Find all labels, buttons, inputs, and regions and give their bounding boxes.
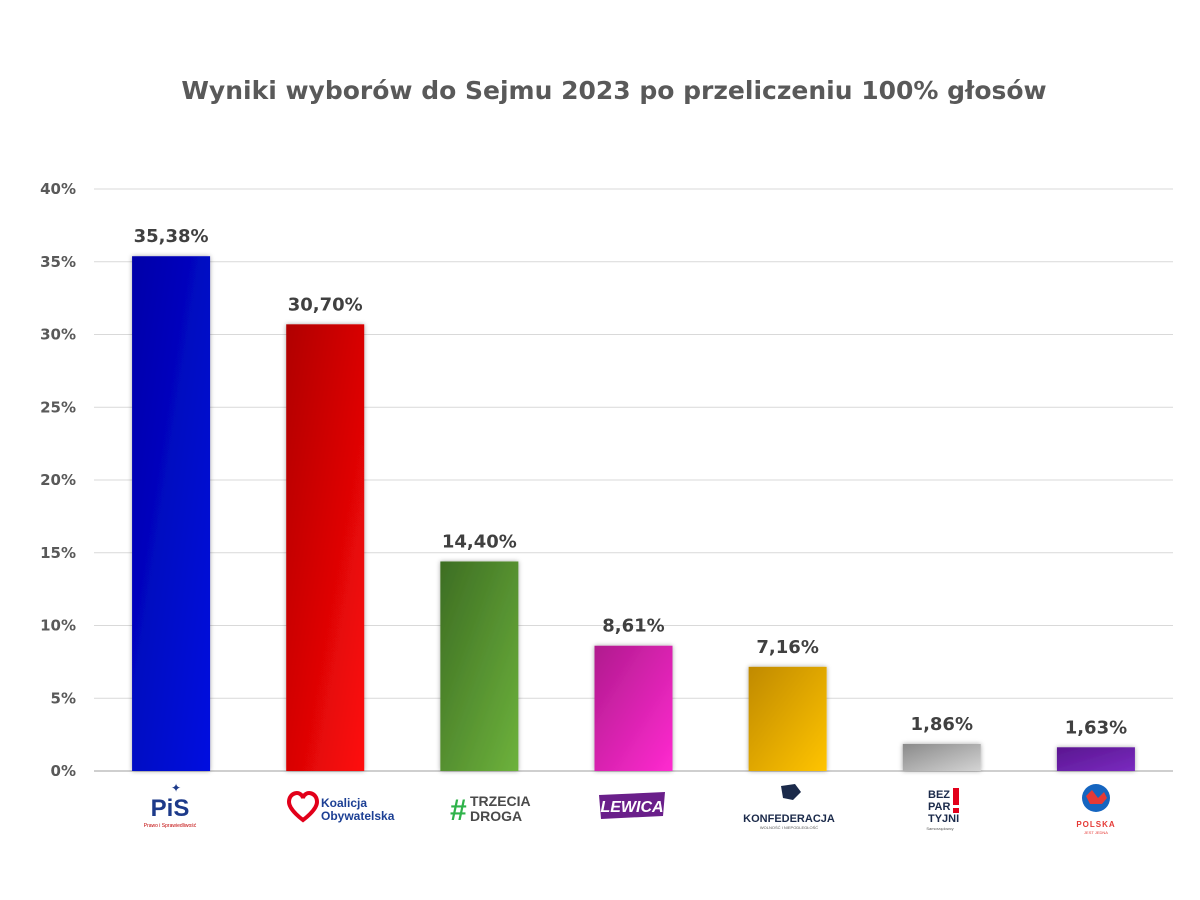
svg-text:Samorządowcy: Samorządowcy bbox=[926, 826, 953, 831]
y-tick-label: 25% bbox=[40, 398, 76, 416]
svg-text:LEWICA: LEWICA bbox=[600, 799, 663, 816]
konfederacja-logo: KONFEDERACJA WOLNOŚĆ I NIEPODLEGŁOŚĆ bbox=[743, 784, 835, 830]
hashtag-icon: # bbox=[450, 794, 467, 827]
svg-text:TRZECIA: TRZECIA bbox=[470, 793, 531, 809]
party-logos: ✦ PiS Prawo i Sprawiedliwość Koalicja Ob… bbox=[144, 781, 1115, 835]
lewica-logo: LEWICA bbox=[599, 792, 665, 819]
bezpartyjni-logo: BEZ PAR TYJNI Samorządowcy bbox=[926, 788, 959, 831]
data-label: 1,86% bbox=[911, 714, 973, 735]
bar bbox=[748, 666, 827, 771]
y-tick-label: 30% bbox=[40, 326, 76, 344]
svg-text:KONFEDERACJA: KONFEDERACJA bbox=[743, 813, 835, 825]
eagle-icon bbox=[781, 784, 801, 800]
y-tick-label: 10% bbox=[40, 617, 76, 635]
bar bbox=[1056, 747, 1135, 771]
koalicja-obywatelska-logo: Koalicja Obywatelska bbox=[286, 791, 395, 823]
svg-text:PiS: PiS bbox=[151, 795, 190, 822]
polska-jest-jedna-logo: POLSKA JEST JEDNA bbox=[1076, 784, 1115, 835]
svg-text:POLSKA: POLSKA bbox=[1076, 820, 1115, 829]
y-tick-label: 0% bbox=[51, 762, 76, 780]
svg-text:Koalicja: Koalicja bbox=[321, 796, 367, 810]
svg-text:TYJNI: TYJNI bbox=[928, 813, 959, 825]
svg-text:Prawo i Sprawiedliwość: Prawo i Sprawiedliwość bbox=[144, 823, 197, 829]
svg-text:BEZ: BEZ bbox=[928, 789, 950, 801]
data-label: 1,63% bbox=[1065, 717, 1127, 738]
exclamation-icon bbox=[953, 788, 959, 805]
data-label: 8,61% bbox=[602, 616, 664, 637]
data-label: 35,38% bbox=[134, 226, 209, 247]
data-labels: 35,38% 30,70% 14,40% 8,61% 7,16% 1,86% 1,63% bbox=[134, 226, 1128, 738]
bar bbox=[594, 645, 673, 771]
y-tick-label: 35% bbox=[40, 253, 76, 271]
y-tick-label: 20% bbox=[40, 471, 76, 489]
svg-text:DROGA: DROGA bbox=[470, 808, 522, 824]
svg-text:JEST JEDNA: JEST JEDNA bbox=[1084, 830, 1108, 835]
pis-logo: ✦ PiS Prawo i Sprawiedliwość bbox=[144, 781, 197, 829]
y-tick-label: 40% bbox=[40, 180, 76, 198]
data-label: 30,70% bbox=[288, 294, 363, 315]
y-tick-label: 15% bbox=[40, 544, 76, 562]
svg-text:Obywatelska: Obywatelska bbox=[321, 809, 395, 823]
data-label: 7,16% bbox=[756, 637, 818, 658]
pis-logo-star-icon: ✦ bbox=[171, 781, 181, 795]
data-label: 14,40% bbox=[442, 531, 517, 552]
y-axis: 0% 5% 10% 15% 20% 25% 30% 35% 40% bbox=[40, 180, 76, 780]
y-tick-label: 5% bbox=[51, 689, 76, 707]
svg-text:PAR: PAR bbox=[928, 801, 950, 813]
bars bbox=[132, 256, 1135, 771]
bar bbox=[132, 256, 211, 771]
chart-title: Wyniki wyborów do Sejmu 2023 po przelicz… bbox=[181, 76, 1047, 105]
bar bbox=[902, 743, 981, 771]
bar bbox=[440, 561, 519, 771]
bar bbox=[286, 324, 365, 771]
trzecia-droga-logo: # TRZECIA DROGA bbox=[450, 793, 531, 827]
heart-icon bbox=[286, 791, 320, 823]
svg-text:WOLNOŚĆ I NIEPODLEGŁOŚĆ: WOLNOŚĆ I NIEPODLEGŁOŚĆ bbox=[760, 825, 818, 830]
